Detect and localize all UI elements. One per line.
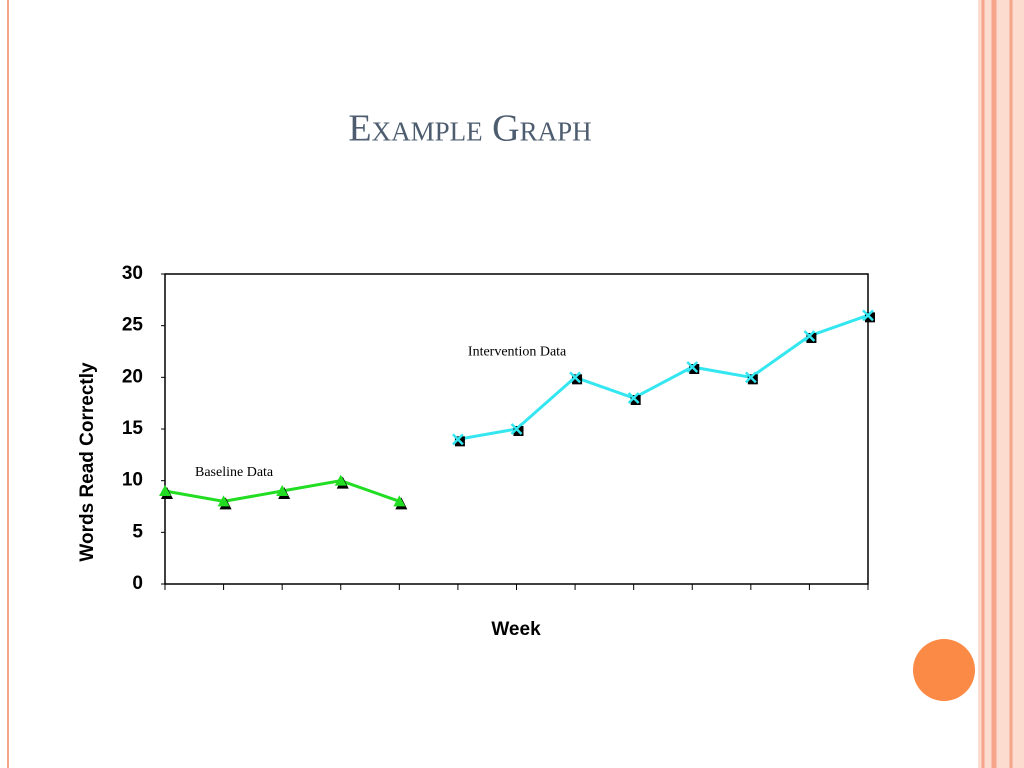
y-tick-label: 20	[122, 366, 143, 387]
y-tick-label: 5	[132, 521, 143, 542]
y-tick-label: 30	[122, 263, 143, 284]
marker	[862, 309, 874, 322]
marker	[686, 361, 699, 373]
y-tick-label: 25	[122, 315, 144, 336]
y-axis-label: Words Read Correctly	[77, 362, 98, 562]
right-band	[978, 0, 1024, 768]
annotation: Baseline Data	[195, 465, 274, 480]
marker	[452, 433, 464, 446]
annotation: Intervention Data	[468, 345, 567, 360]
marker	[393, 495, 406, 507]
marker	[803, 330, 816, 342]
y-tick-label: 15	[122, 418, 144, 439]
y-tick-label: 10	[122, 470, 143, 491]
series-line	[457, 313, 869, 441]
marker	[276, 485, 289, 496]
marker	[510, 423, 523, 435]
chart-title: Example Graph	[348, 108, 591, 150]
decor-circle	[913, 639, 975, 701]
y-tick-label: 0	[132, 573, 143, 594]
marker	[217, 495, 230, 507]
marker	[627, 392, 640, 404]
marker	[334, 474, 347, 486]
marker	[159, 485, 171, 496]
marker	[569, 371, 581, 384]
x-axis-label: Week	[491, 619, 541, 640]
marker	[744, 371, 757, 384]
